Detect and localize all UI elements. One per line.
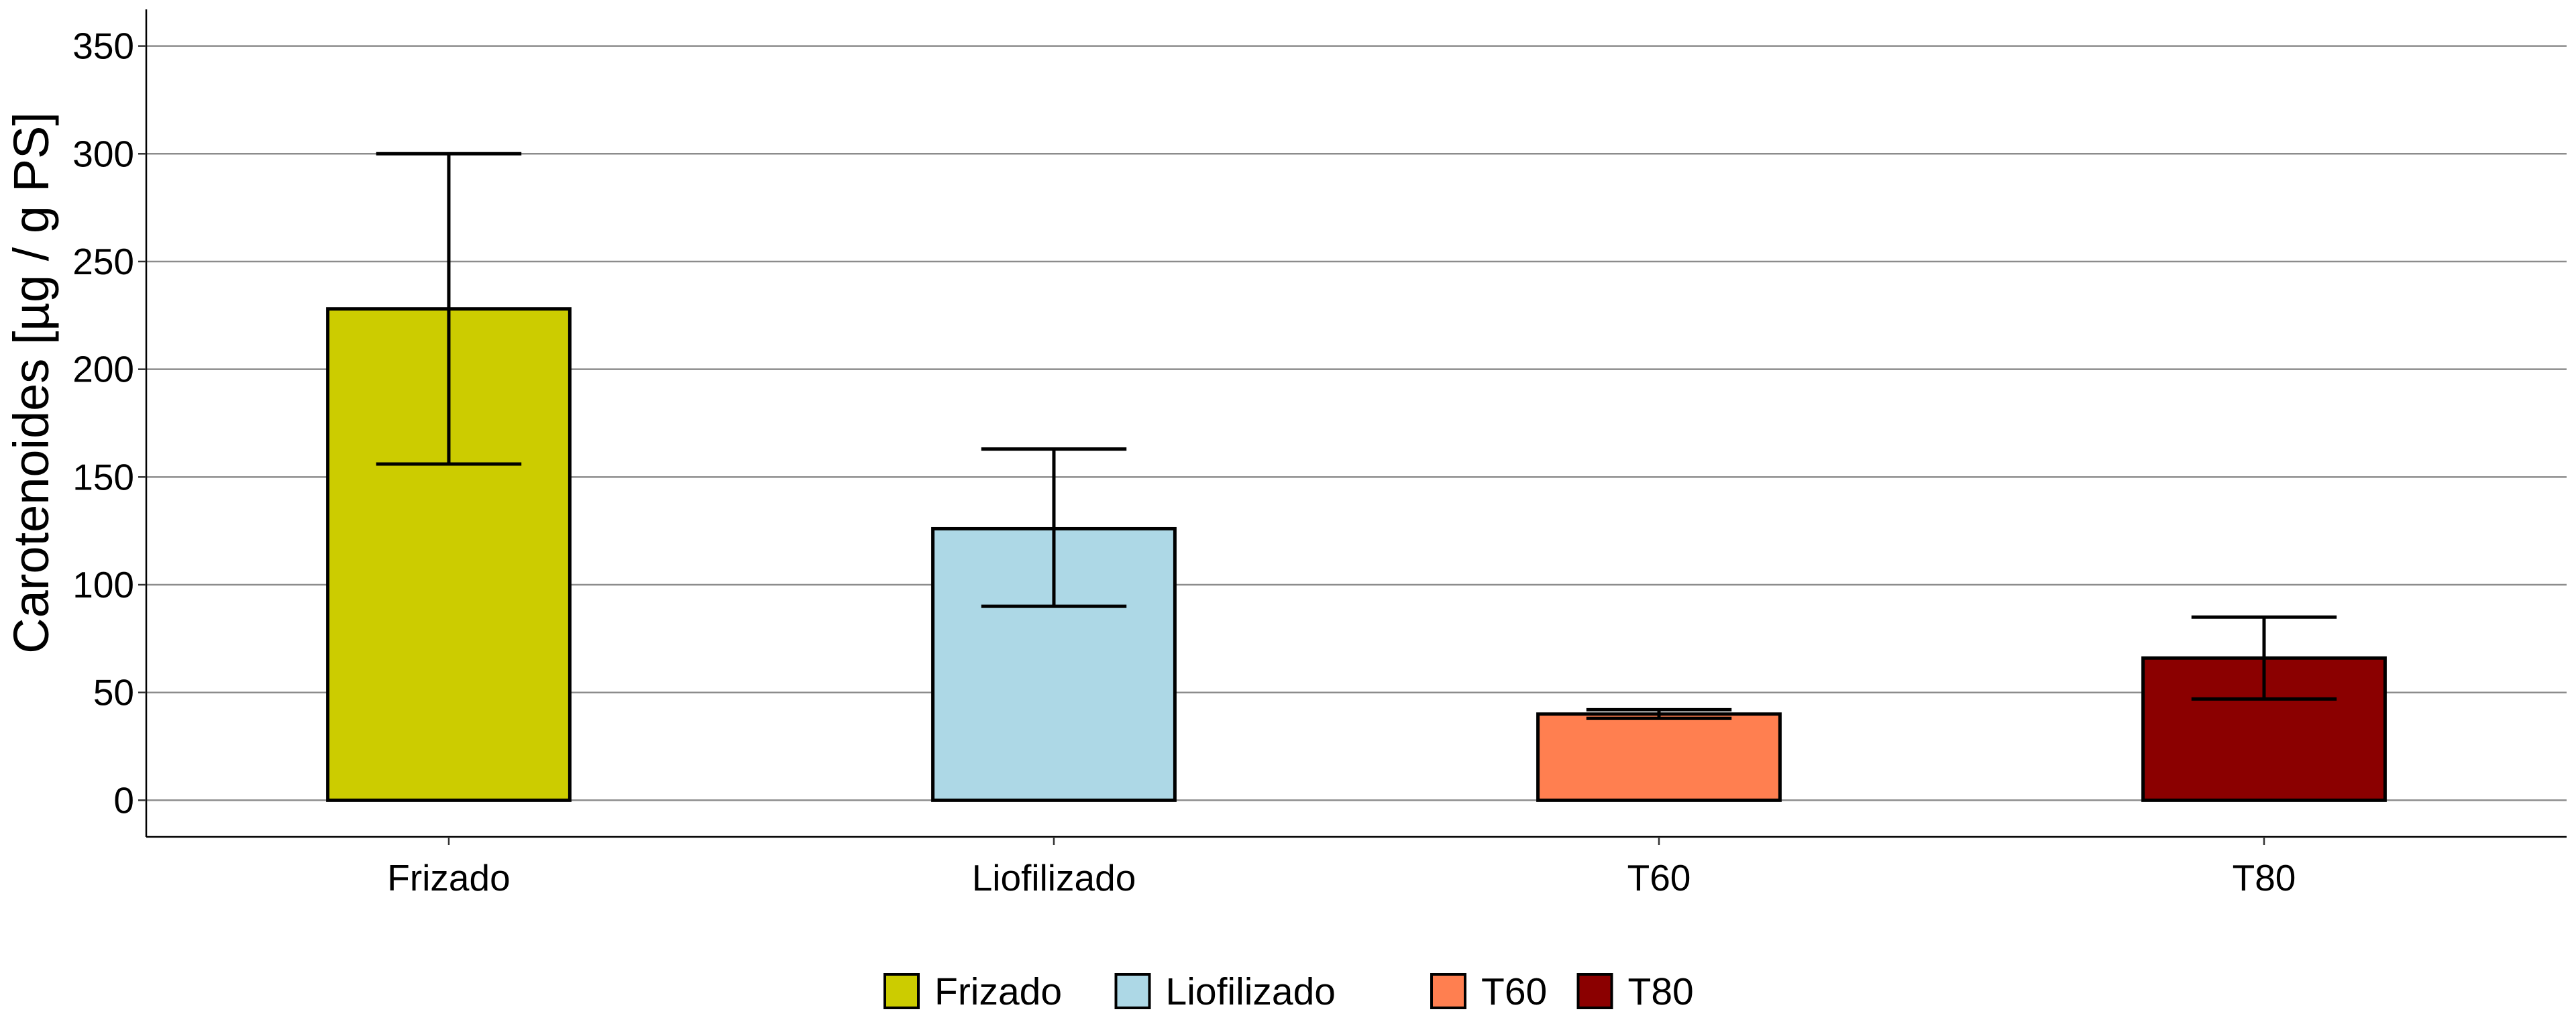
y-tick-label: 350 <box>72 25 134 67</box>
error-bar-frizado <box>376 152 522 466</box>
x-tick-label: T60 <box>1627 857 1691 899</box>
y-tick-label: 250 <box>72 241 134 282</box>
legend-key <box>1576 973 1613 1009</box>
y-tick-label: 150 <box>72 456 134 498</box>
y-tick-label: 50 <box>93 672 134 713</box>
x-tick-label: T80 <box>2233 857 2296 899</box>
bar-t80 <box>2141 656 2387 802</box>
error-bar-t60 <box>1586 707 1732 720</box>
legend-item-liofilizado: Liofilizado <box>1114 970 1336 1013</box>
legend-label: Liofilizado <box>1166 970 1336 1013</box>
y-tick-labels: 0 50 100 150 200 250 300 350 <box>72 25 146 821</box>
x-tick-labels: Frizado Liofilizado T60 T80 <box>387 837 2296 899</box>
axes <box>145 9 2567 838</box>
error-bar-t80 <box>2191 615 2337 701</box>
legend-key <box>1114 973 1151 1009</box>
legend-label: Frizado <box>934 970 1062 1013</box>
legend-key <box>1430 973 1466 1009</box>
y-tick-label: 300 <box>72 133 134 174</box>
legend-label: T60 <box>1481 970 1547 1013</box>
legend: Frizado Liofilizado T60 T80 <box>883 970 1694 1013</box>
bar-t60 <box>1536 712 1782 802</box>
legend-key <box>883 973 920 1009</box>
legend-item-frizado: Frizado <box>883 970 1062 1013</box>
x-tick-label: Liofilizado <box>972 857 1136 899</box>
y-tick-label: 200 <box>72 349 134 390</box>
bars <box>326 307 2387 802</box>
legend-label: T80 <box>1628 970 1694 1013</box>
y-axis-label: Carotenoides [µg / g PS] <box>3 112 59 654</box>
error-bar-liofilizado <box>981 447 1127 608</box>
legend-item-t60: T60 <box>1430 970 1547 1013</box>
legend-item-t80: T80 <box>1576 970 1694 1013</box>
error-bars <box>376 152 2337 720</box>
x-tick-label: Frizado <box>387 857 510 899</box>
y-tick-label: 100 <box>72 564 134 606</box>
y-tick-label: 0 <box>113 779 134 821</box>
